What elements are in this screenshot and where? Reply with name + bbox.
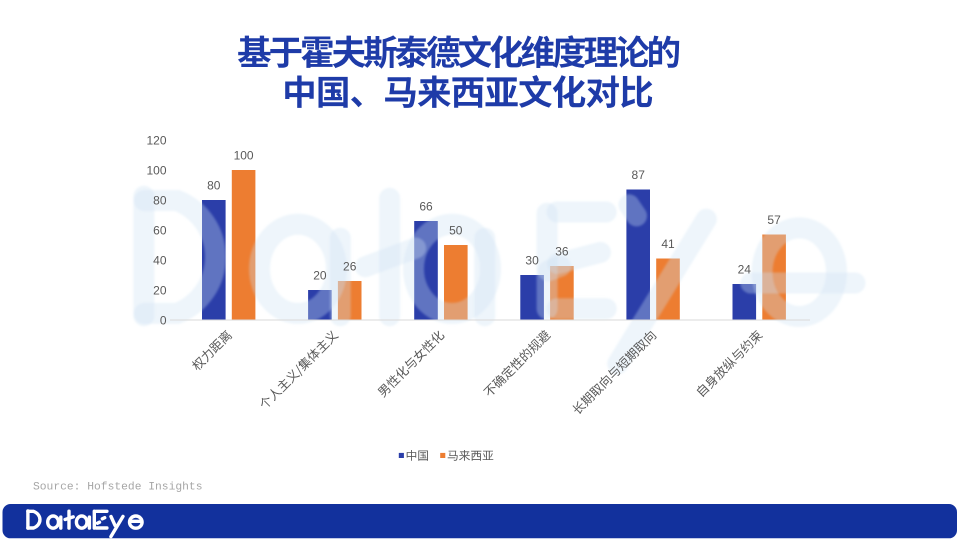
svg-text:0: 0 xyxy=(160,313,167,327)
svg-text:57: 57 xyxy=(767,213,781,227)
svg-text:100: 100 xyxy=(234,149,254,163)
svg-text:87: 87 xyxy=(632,168,646,182)
svg-text:24: 24 xyxy=(738,263,752,277)
svg-text:120: 120 xyxy=(146,133,166,147)
svg-text:66: 66 xyxy=(419,200,433,214)
svg-text:40: 40 xyxy=(153,253,167,267)
svg-text:80: 80 xyxy=(207,179,221,193)
svg-text:36: 36 xyxy=(555,245,569,259)
svg-text:50: 50 xyxy=(449,224,463,238)
svg-text:60: 60 xyxy=(153,223,167,237)
svg-text:26: 26 xyxy=(343,260,357,274)
svg-text:20: 20 xyxy=(153,283,167,297)
svg-text:80: 80 xyxy=(153,193,167,207)
svg-text:30: 30 xyxy=(525,254,539,268)
svg-text:Source: Hofstede Insights: Source: Hofstede Insights xyxy=(33,482,202,494)
svg-text:20: 20 xyxy=(313,269,327,283)
svg-text:100: 100 xyxy=(146,163,166,177)
svg-text:41: 41 xyxy=(661,237,675,251)
